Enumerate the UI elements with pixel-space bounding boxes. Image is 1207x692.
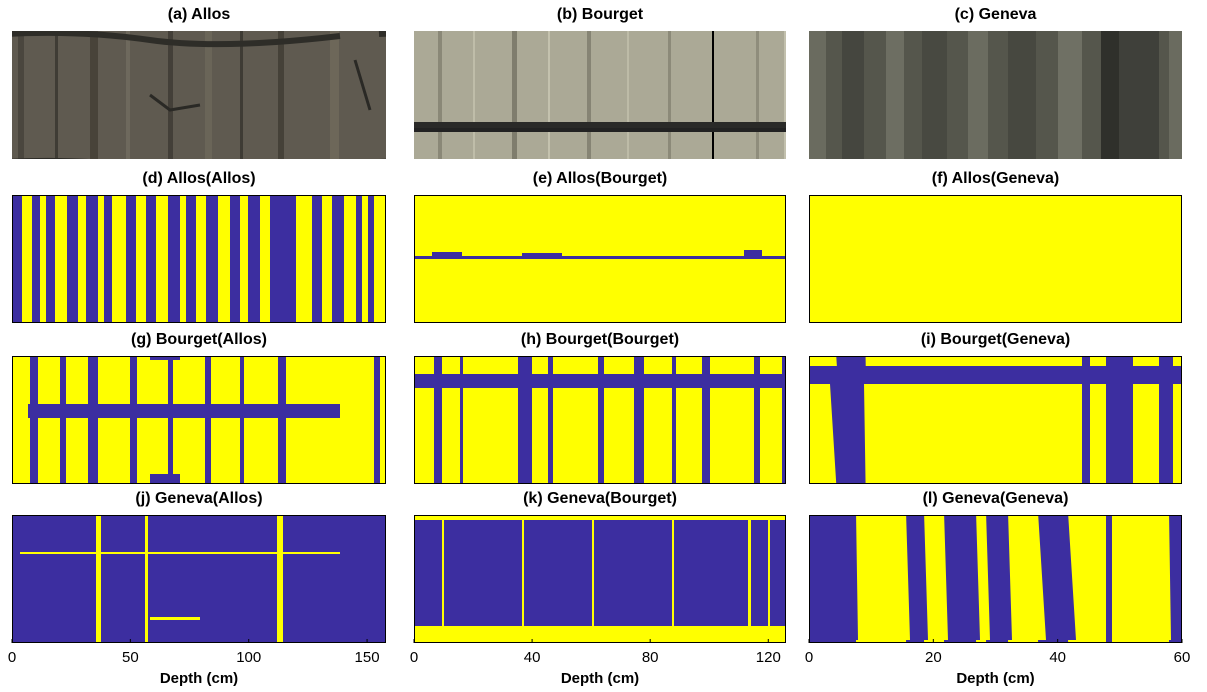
x-tick-label: 80	[642, 649, 659, 666]
x-tick-label: 100	[236, 649, 261, 666]
panel-frame	[809, 515, 1182, 643]
x-tick-label: 40	[1049, 649, 1066, 666]
core-photo	[414, 31, 786, 159]
x-axis-bourget: 0 40 80 120 Depth (cm)	[410, 639, 781, 687]
panel-0: (a) Allos	[12, 6, 386, 159]
panel-frame	[12, 515, 386, 643]
x-tick-label: 0	[410, 649, 418, 666]
x-tick-label: 50	[122, 649, 139, 666]
x-tick-label: 40	[524, 649, 541, 666]
x-axis-label: Depth (cm)	[956, 670, 1034, 687]
panel-frame	[809, 195, 1182, 323]
panel-5: (f) Allos(Geneva)	[809, 170, 1182, 323]
panel-title: (c) Geneva	[955, 6, 1037, 23]
panel-2: (c) Geneva	[809, 6, 1182, 159]
panel-6: (g) Bourget(Allos)	[12, 331, 386, 484]
x-tick-label: 20	[925, 649, 942, 666]
panel-frame	[414, 515, 786, 643]
classification-map	[809, 195, 1182, 323]
panel-title: (l) Geneva(Geneva)	[923, 490, 1069, 507]
axes-layer: 0 50 100 150 Depth (cm) 0 40 80 120 Depth (cm) 0 20…	[8, 639, 1191, 687]
panel-frame	[414, 356, 786, 484]
x-tick-label: 150	[355, 649, 380, 666]
panels-layer: (a) Allos (b) Bourget (c) Geneva (d) Allos(…	[12, 6, 1182, 643]
classification-map	[414, 515, 786, 643]
panel-title: (i) Bourget(Geneva)	[921, 331, 1070, 348]
panel-frame	[12, 195, 386, 323]
x-tick-label: 0	[8, 649, 16, 666]
core-photo	[12, 31, 386, 159]
panel-title: (k) Geneva(Bourget)	[523, 490, 677, 507]
x-tick-label: 120	[756, 649, 781, 666]
x-axis-geneva: 0 20 40 60 Depth (cm)	[805, 639, 1191, 687]
panel-title: (a) Allos	[168, 6, 231, 23]
core-photo	[809, 31, 1182, 159]
classification-map	[12, 195, 386, 323]
panel-frame	[12, 356, 386, 484]
panel-9: (j) Geneva(Allos)	[12, 490, 386, 643]
classification-map	[414, 356, 786, 484]
classification-map	[12, 515, 386, 643]
panel-title: (b) Bourget	[557, 6, 644, 23]
x-tick-label: 0	[805, 649, 813, 666]
panel-7: (h) Bourget(Bourget)	[414, 331, 786, 484]
classification-map	[12, 356, 386, 484]
panel-title: (e) Allos(Bourget)	[533, 170, 668, 187]
x-tick-label: 60	[1174, 649, 1191, 666]
classification-map	[414, 195, 786, 323]
panel-11: (l) Geneva(Geneva)	[809, 490, 1182, 643]
panel-title: (f) Allos(Geneva)	[932, 170, 1059, 187]
panel-title: (g) Bourget(Allos)	[131, 331, 267, 348]
panel-1: (b) Bourget	[414, 6, 786, 159]
panel-8: (i) Bourget(Geneva)	[809, 331, 1182, 484]
panel-3: (d) Allos(Allos)	[12, 170, 386, 323]
classification-map	[809, 356, 1182, 484]
panel-frame	[414, 195, 786, 323]
panel-frame	[809, 356, 1182, 484]
panel-title: (d) Allos(Allos)	[142, 170, 255, 187]
x-axis-label: Depth (cm)	[160, 670, 238, 687]
panel-4: (e) Allos(Bourget)	[414, 170, 786, 323]
x-axis-allos: 0 50 100 150 Depth (cm)	[8, 639, 380, 687]
x-axis-label: Depth (cm)	[561, 670, 639, 687]
classification-map	[809, 515, 1182, 643]
panel-10: (k) Geneva(Bourget)	[414, 490, 786, 643]
panel-title: (j) Geneva(Allos)	[135, 490, 262, 507]
panel-title: (h) Bourget(Bourget)	[521, 331, 679, 348]
